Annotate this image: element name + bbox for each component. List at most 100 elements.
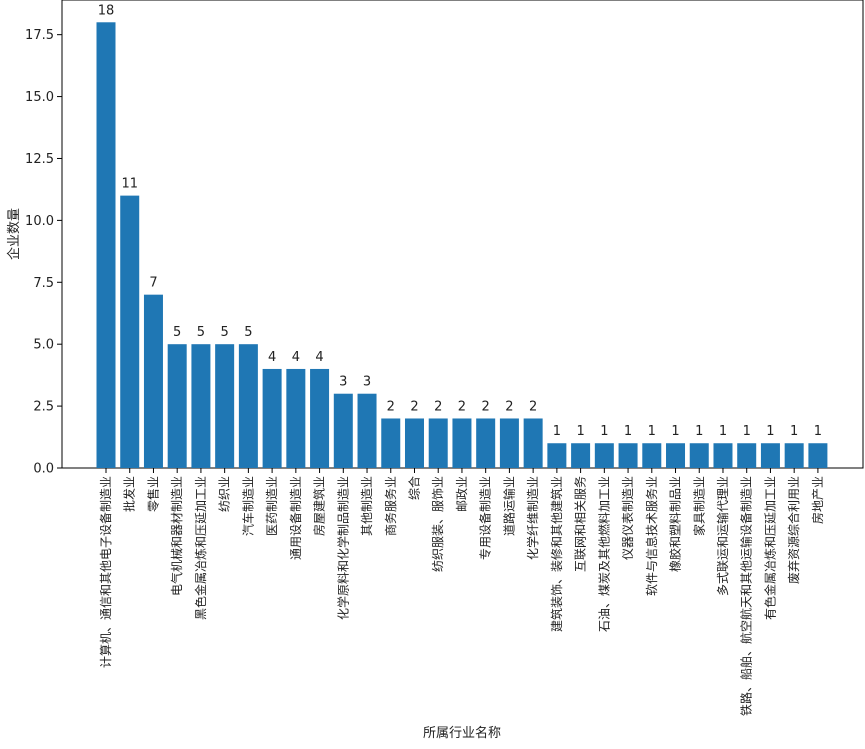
x-tick-label: 化学原料和化学制品制造业 xyxy=(335,476,350,620)
bar xyxy=(143,294,163,468)
y-axis: 0.0 2.5 5.0 7.5 10.0 12.5 15.0 17.5 xyxy=(25,28,62,477)
bar xyxy=(191,344,211,468)
x-tick-label: 仪器仪表制造业 xyxy=(621,476,635,560)
bar-data-label: 1 xyxy=(790,424,798,439)
bar xyxy=(286,368,306,468)
bar xyxy=(381,418,401,468)
y-tick-label: 7.5 xyxy=(33,276,54,291)
x-tick-label: 铁路、船舶、航空航天和其他运输设备制造业 xyxy=(739,476,754,716)
x-tick-label: 综合 xyxy=(406,476,421,500)
x-tick-label: 有色金属冶炼和压延加工业 xyxy=(762,476,777,620)
bar-data-label: 1 xyxy=(743,424,751,439)
y-tick-label: 0.0 xyxy=(33,462,54,477)
bar-data-label: 2 xyxy=(458,399,466,414)
bar xyxy=(713,443,733,468)
bar-data-label: 1 xyxy=(766,424,774,439)
x-tick-label: 化学纤维制造业 xyxy=(525,476,540,560)
bar xyxy=(238,344,258,468)
x-tick-label: 建筑装饰、装修和其他建筑业 xyxy=(549,476,564,632)
bar xyxy=(594,443,614,468)
bar xyxy=(96,22,116,469)
bar-data-label: 2 xyxy=(505,399,513,414)
x-tick-label: 房地产业 xyxy=(810,476,825,524)
x-tick-label: 批发业 xyxy=(122,476,137,512)
x-axis-title: 所属行业名称 xyxy=(423,725,501,741)
x-tick-label: 纺织服装、服饰业 xyxy=(431,476,445,572)
bar xyxy=(215,344,235,468)
bar-data-label: 2 xyxy=(529,399,537,414)
x-tick-label: 互联网和相关服务 xyxy=(573,476,588,572)
bar xyxy=(167,344,187,468)
bar xyxy=(808,443,828,468)
bar xyxy=(357,393,377,468)
bar xyxy=(452,418,472,468)
bar xyxy=(120,195,140,468)
x-tick-label: 黑色金属冶炼和压延加工业 xyxy=(193,476,208,620)
x-tick-label: 通用设备制造业 xyxy=(289,476,303,560)
bar-data-label: 1 xyxy=(814,424,822,439)
bar-data-label: 3 xyxy=(363,375,371,390)
bar-data-label: 2 xyxy=(410,399,418,414)
x-tick-label: 软件与信息技术服务业 xyxy=(644,476,659,596)
bar-data-label: 5 xyxy=(173,325,181,340)
bar xyxy=(476,418,496,468)
x-tick-label: 其他制造业 xyxy=(360,476,374,536)
x-tick-label: 专用设备制造业 xyxy=(478,476,493,560)
x-axis: 计算机、通信和其他电子设备制造业 批发业 零售业 电气机械和器材制造业 黑色金属冶炼和压… xyxy=(98,468,825,716)
bar xyxy=(618,443,638,468)
bar-data-label: 4 xyxy=(292,350,300,365)
y-tick-label: 5.0 xyxy=(33,338,54,353)
bar xyxy=(499,418,519,468)
bar-data-label: 1 xyxy=(624,424,632,439)
bar-data-label: 5 xyxy=(244,325,252,340)
x-tick-label: 房屋建筑业 xyxy=(312,476,327,536)
bar-data-label: 1 xyxy=(553,424,561,439)
x-tick-label: 计算机、通信和其他电子设备制造业 xyxy=(98,476,113,668)
bar xyxy=(571,443,591,468)
bar xyxy=(784,443,804,468)
y-axis-title: 企业数量 xyxy=(6,208,22,260)
bar-data-label: 1 xyxy=(671,424,679,439)
x-tick-label: 家具制造业 xyxy=(691,476,706,536)
bar-data-label: 7 xyxy=(149,276,157,291)
bar-data-label: 1 xyxy=(695,424,703,439)
bar-data-label: 11 xyxy=(121,177,138,192)
x-tick-label: 多式联运和运输代理业 xyxy=(715,476,730,596)
bar xyxy=(547,443,567,468)
x-tick-label: 商务服务业 xyxy=(383,476,398,536)
x-tick-label: 电气机械和器材制造业 xyxy=(169,476,184,596)
bar xyxy=(760,443,780,468)
bar xyxy=(262,368,282,468)
x-tick-label: 医药制造业 xyxy=(265,476,279,536)
bar-data-label: 5 xyxy=(221,325,229,340)
bar-data-label: 2 xyxy=(482,399,490,414)
bar xyxy=(428,418,448,468)
bar xyxy=(523,418,543,468)
bar-data-label: 5 xyxy=(197,325,205,340)
x-tick-label: 汽车制造业 xyxy=(240,476,255,536)
x-tick-label: 纺织业 xyxy=(218,476,232,512)
x-tick-label: 废弃资源综合利用业 xyxy=(786,476,801,584)
bar-data-label: 4 xyxy=(315,350,323,365)
y-tick-label: 15.0 xyxy=(25,90,54,105)
x-tick-label: 道路运输业 xyxy=(501,476,516,536)
bar-data-label: 2 xyxy=(434,399,442,414)
y-tick-label: 2.5 xyxy=(33,400,54,415)
bar-data-label: 2 xyxy=(387,399,395,414)
x-tick-label: 橡胶和塑料制品业 xyxy=(668,476,683,572)
y-tick-label: 12.5 xyxy=(25,152,54,167)
bar xyxy=(737,443,757,468)
bar xyxy=(666,443,686,468)
bar-data-label: 3 xyxy=(339,375,347,390)
bar xyxy=(310,368,330,468)
bar-data-label: 4 xyxy=(268,350,276,365)
bar-data-label: 1 xyxy=(648,424,656,439)
x-tick-label: 石油、煤炭及其他燃料加工业 xyxy=(596,476,611,632)
bar-data-label: 1 xyxy=(600,424,608,439)
bar-data-label: 1 xyxy=(719,424,727,439)
bar xyxy=(689,443,709,468)
bar-data-label: 18 xyxy=(98,3,115,18)
